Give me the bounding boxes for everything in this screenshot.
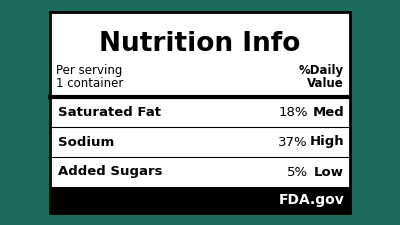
Text: Saturated Fat: Saturated Fat bbox=[58, 106, 161, 119]
Text: Low: Low bbox=[314, 166, 344, 178]
Text: FDA.gov: FDA.gov bbox=[278, 193, 344, 207]
Text: Med: Med bbox=[312, 106, 344, 119]
Text: Value: Value bbox=[307, 77, 344, 90]
Text: High: High bbox=[309, 135, 344, 148]
Text: 5%: 5% bbox=[287, 166, 308, 178]
Text: 1 container: 1 container bbox=[56, 77, 123, 90]
Text: Added Sugars: Added Sugars bbox=[58, 166, 162, 178]
Text: Nutrition Info: Nutrition Info bbox=[99, 31, 301, 57]
Bar bbox=[50, 12, 350, 213]
Text: 18%: 18% bbox=[278, 106, 308, 119]
Text: Sodium: Sodium bbox=[58, 135, 114, 148]
Text: 37%: 37% bbox=[278, 135, 308, 148]
Text: Per serving: Per serving bbox=[56, 64, 122, 77]
Bar bbox=[50, 187, 350, 213]
Text: %Daily: %Daily bbox=[299, 64, 344, 77]
